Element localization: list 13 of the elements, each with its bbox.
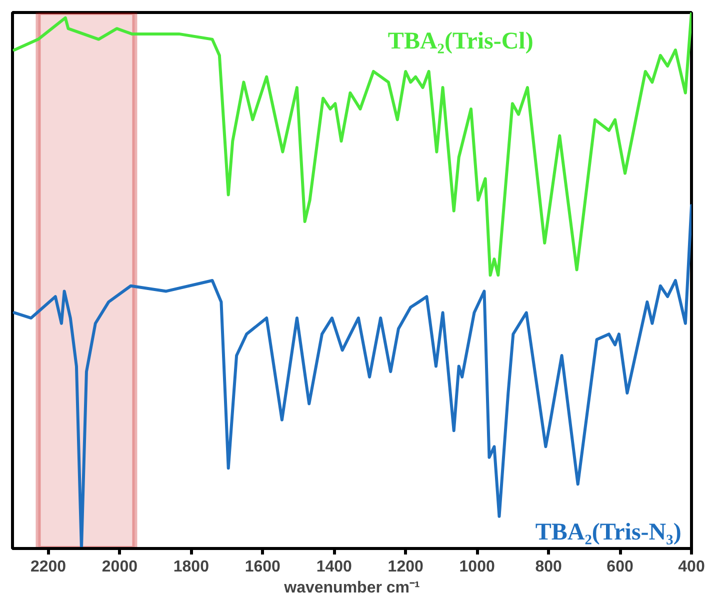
x-tick-label: 600 xyxy=(606,558,634,576)
x-tick-label: 1600 xyxy=(244,558,281,576)
x-tick-label: 2200 xyxy=(30,558,66,576)
x-tick-label: 1400 xyxy=(316,558,352,576)
x-tick-label: 400 xyxy=(678,558,705,576)
series-label: TBA₂(Tris-N₃) xyxy=(535,519,682,546)
x-tick-label: 1000 xyxy=(459,558,495,576)
x-tick-label: 800 xyxy=(535,558,562,576)
x-axis-title: wavenumber cm⁻¹ xyxy=(283,580,420,596)
x-tick-label: 1200 xyxy=(388,558,424,576)
x-tick-label: 2000 xyxy=(102,558,138,576)
x-tick-label: 1800 xyxy=(173,558,210,576)
series-label: TBA₂(Tris-Cl) xyxy=(388,28,534,55)
